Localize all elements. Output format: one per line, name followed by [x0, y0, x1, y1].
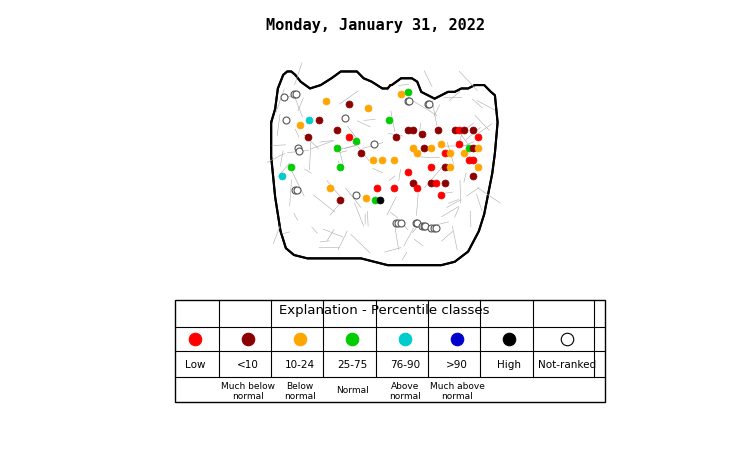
Text: Not-ranked: Not-ranked: [538, 360, 596, 370]
Text: Below: Below: [286, 382, 314, 391]
Text: Explanation - Percentile classes: Explanation - Percentile classes: [279, 304, 490, 317]
Text: Much below: Much below: [220, 382, 274, 391]
Text: normal: normal: [388, 392, 421, 401]
Text: High: High: [497, 360, 521, 370]
Text: 10-24: 10-24: [285, 360, 315, 370]
Polygon shape: [272, 71, 497, 265]
Text: Above: Above: [391, 382, 419, 391]
Text: normal: normal: [284, 392, 316, 401]
Text: Much above: Much above: [430, 382, 484, 391]
Text: >90: >90: [446, 360, 468, 370]
Text: Low: Low: [185, 360, 206, 370]
Text: <10: <10: [237, 360, 259, 370]
Bar: [175, 300, 605, 402]
Text: 25-75: 25-75: [338, 360, 368, 370]
Text: normal: normal: [232, 392, 264, 401]
Text: Monday, January 31, 2022: Monday, January 31, 2022: [266, 18, 484, 33]
Text: normal: normal: [441, 392, 473, 401]
Text: Normal: Normal: [336, 386, 369, 395]
Text: 76-90: 76-90: [390, 360, 420, 370]
